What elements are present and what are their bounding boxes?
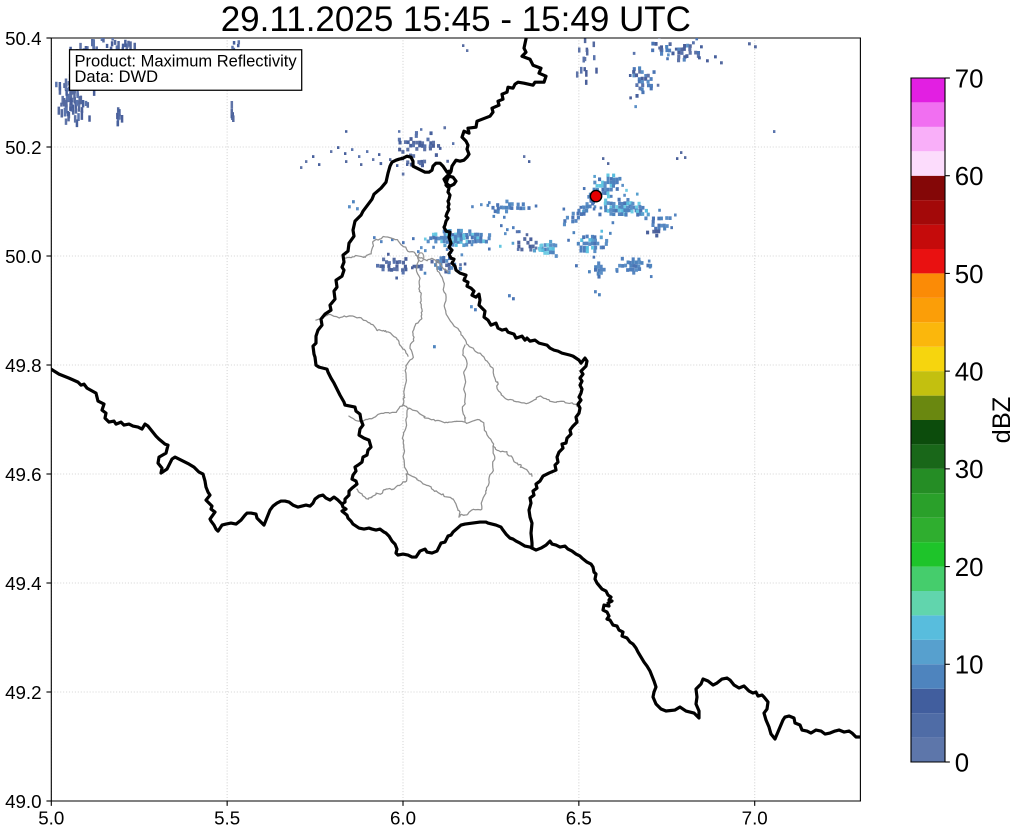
svg-text:50.4: 50.4 [5, 28, 42, 49]
svg-text:30: 30 [955, 456, 984, 484]
svg-text:50.2: 50.2 [5, 137, 42, 158]
svg-text:49.2: 49.2 [5, 682, 42, 703]
svg-text:29.11.2025 15:45 - 15:49 UTC: 29.11.2025 15:45 - 15:49 UTC [221, 0, 691, 39]
svg-text:5.0: 5.0 [38, 807, 64, 828]
svg-text:6.5: 6.5 [566, 807, 592, 828]
svg-text:49.8: 49.8 [5, 355, 42, 376]
svg-text:10: 10 [955, 652, 984, 680]
svg-text:Data: DWD: Data: DWD [75, 67, 159, 86]
svg-text:70: 70 [955, 65, 984, 93]
svg-text:6.0: 6.0 [390, 807, 416, 828]
svg-text:0: 0 [955, 749, 969, 777]
svg-text:5.5: 5.5 [214, 807, 240, 828]
svg-text:50: 50 [955, 261, 984, 289]
svg-text:50.0: 50.0 [5, 246, 42, 267]
svg-text:dBZ: dBZ [988, 397, 1016, 444]
svg-text:49.6: 49.6 [5, 464, 42, 485]
svg-text:7.0: 7.0 [742, 807, 768, 828]
svg-text:60: 60 [955, 163, 984, 191]
svg-text:Product: Maximum Reflectivity: Product: Maximum Reflectivity [75, 52, 298, 71]
svg-text:49.4: 49.4 [5, 573, 42, 594]
svg-text:40: 40 [955, 359, 984, 387]
svg-text:20: 20 [955, 554, 984, 582]
svg-text:49.0: 49.0 [5, 791, 42, 812]
